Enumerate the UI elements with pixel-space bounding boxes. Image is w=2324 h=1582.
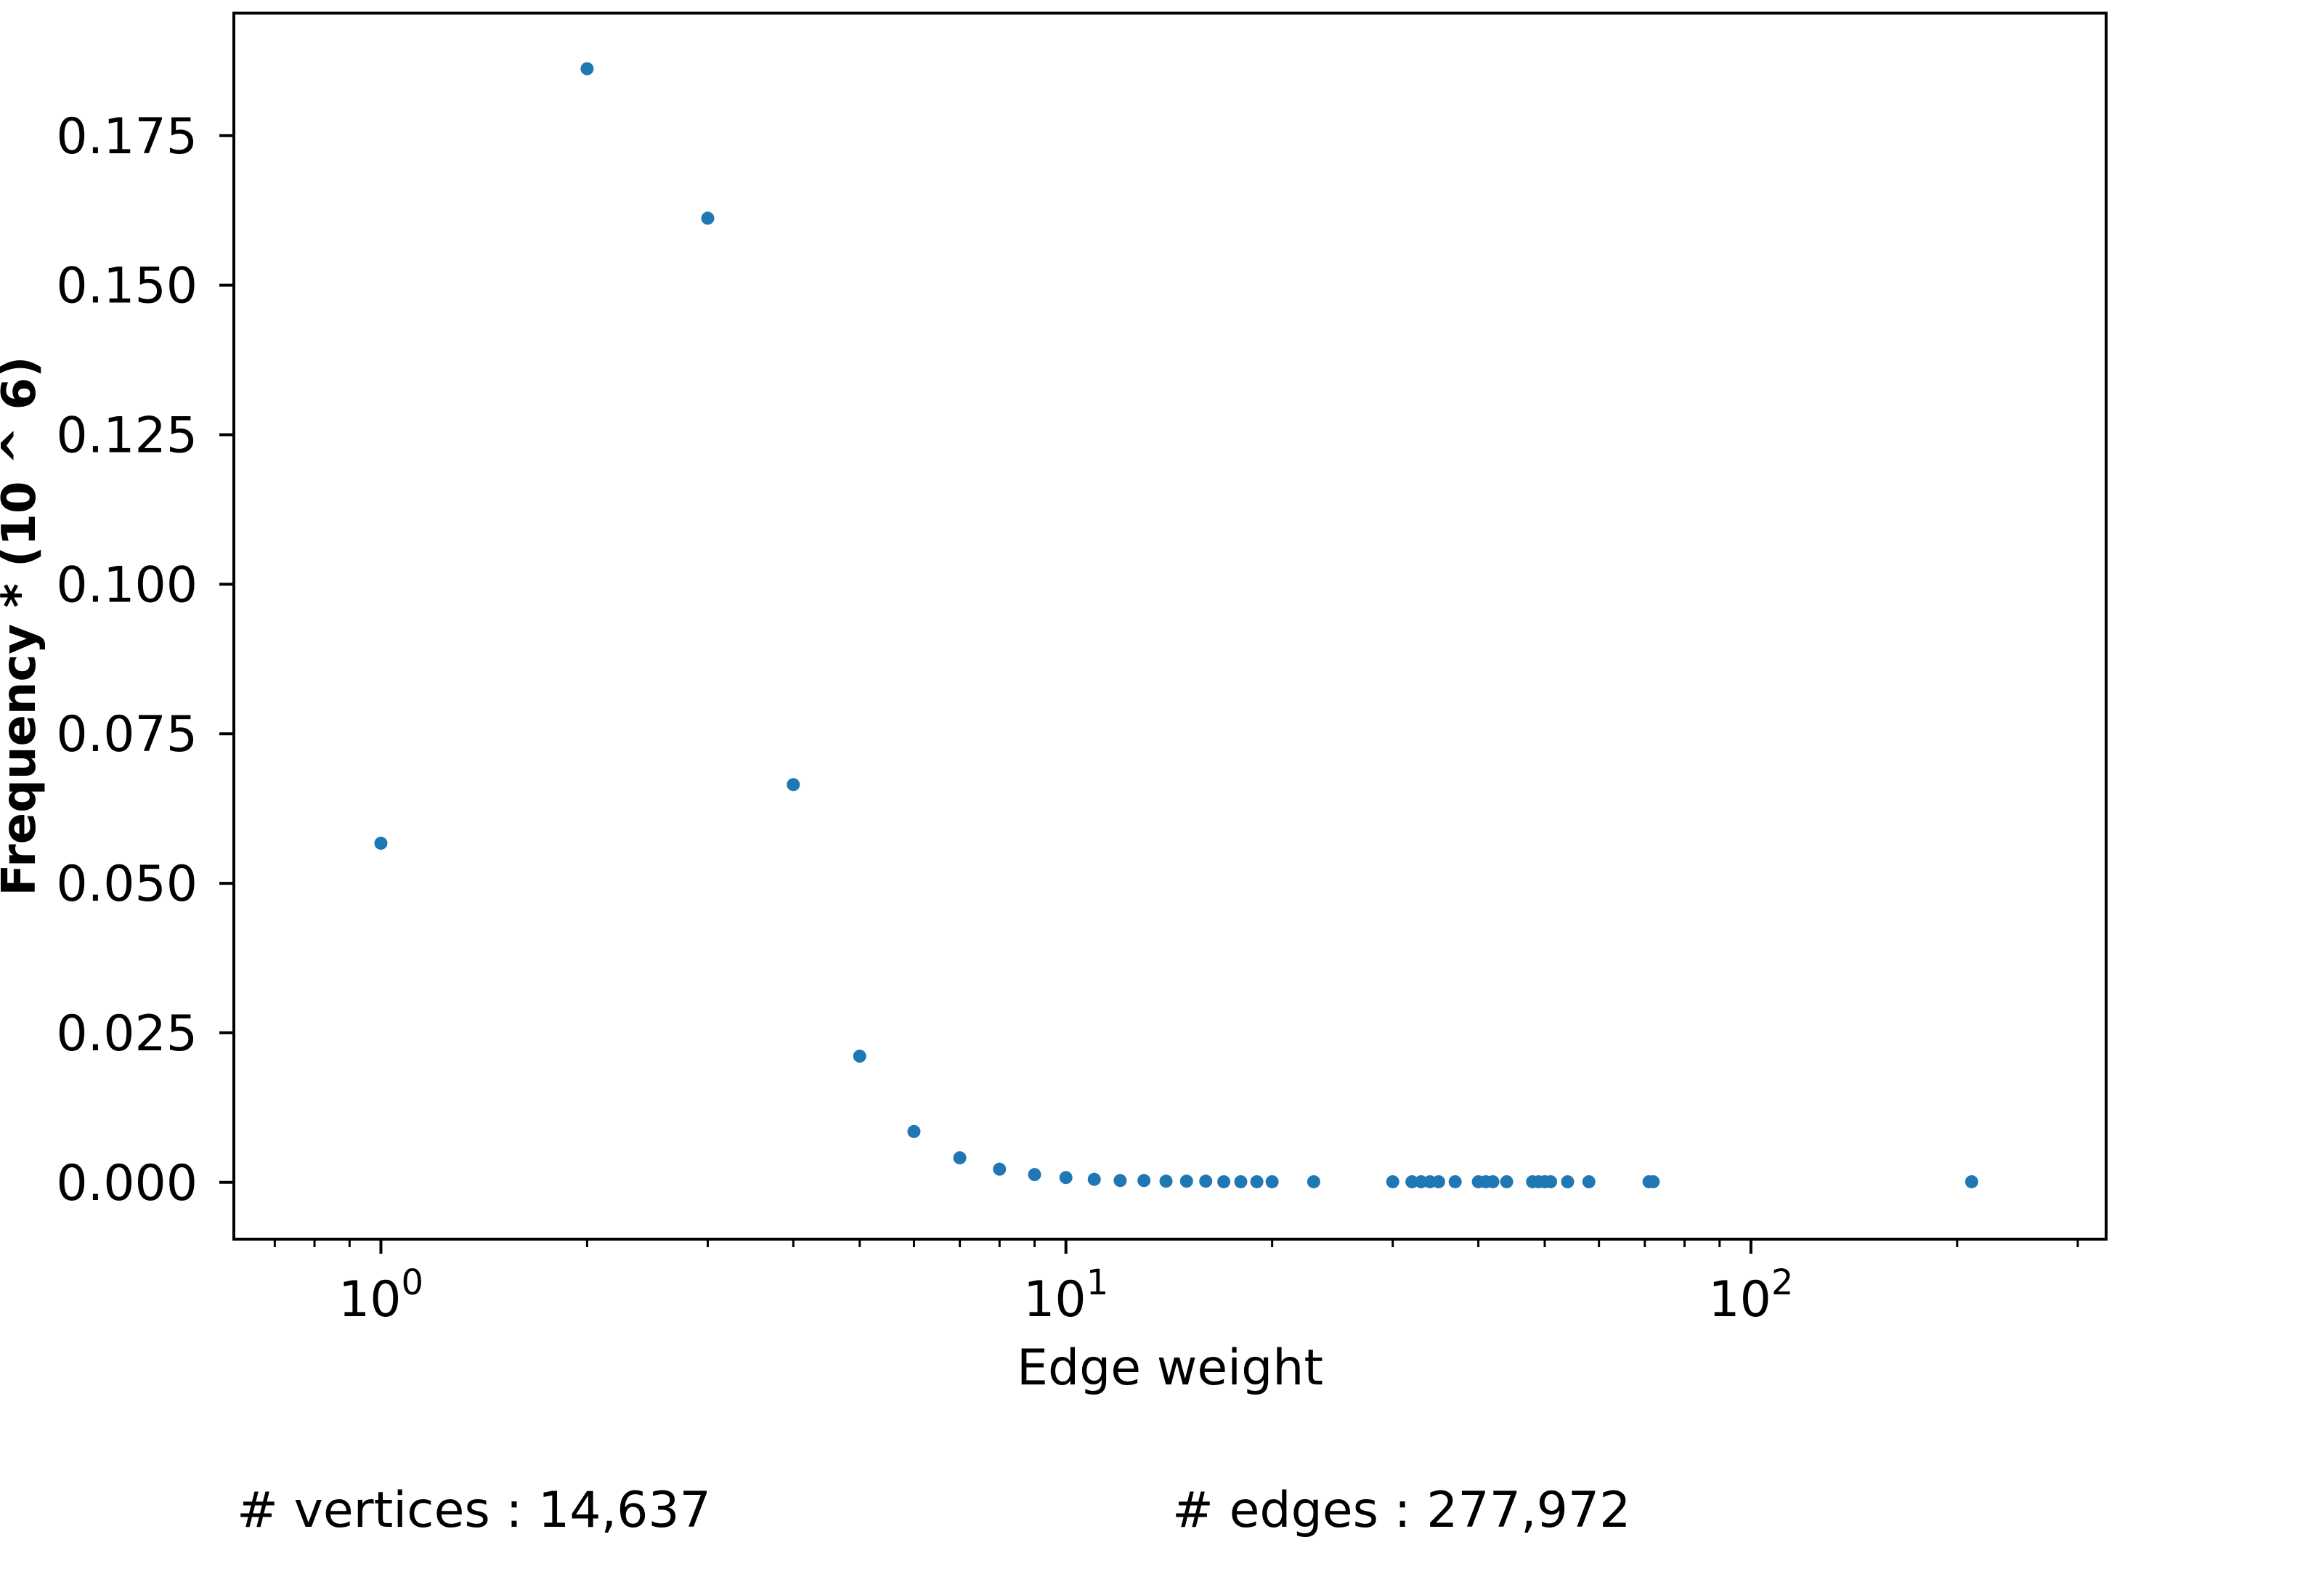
data-point xyxy=(1486,1175,1500,1188)
data-point xyxy=(1965,1175,1978,1188)
data-point xyxy=(953,1151,967,1165)
data-point xyxy=(1561,1175,1575,1188)
data-point xyxy=(1159,1175,1173,1188)
data-point xyxy=(1500,1175,1514,1188)
data-point xyxy=(1217,1175,1231,1188)
data-point xyxy=(1582,1175,1596,1188)
y-tick-label: 0.025 xyxy=(56,1005,198,1063)
data-points xyxy=(374,62,1978,1188)
y-tick-label: 0.075 xyxy=(56,706,198,763)
data-point xyxy=(1448,1175,1462,1188)
data-point xyxy=(580,62,594,76)
data-point xyxy=(1059,1171,1073,1185)
data-point xyxy=(1087,1172,1101,1186)
x-axis-ticks: 100 101 102 xyxy=(338,1239,1793,1329)
data-point xyxy=(1544,1175,1558,1188)
y-axis-ticks: 0.000 0.025 0.050 0.075 0.100 0.125 0.150 0.175 xyxy=(56,108,234,1212)
data-point xyxy=(1386,1175,1399,1188)
vertices-count: # vertices : 14,637 xyxy=(237,1482,711,1539)
data-point xyxy=(1028,1168,1041,1182)
data-point xyxy=(1113,1174,1127,1188)
x-axis-label: Edge weight xyxy=(1017,1339,1323,1397)
data-point xyxy=(1265,1175,1279,1188)
data-point xyxy=(787,778,800,792)
data-point xyxy=(374,836,388,850)
data-point xyxy=(1199,1175,1213,1188)
data-point xyxy=(853,1050,866,1063)
y-tick-label: 0.125 xyxy=(56,407,198,465)
data-point xyxy=(1137,1174,1151,1188)
x-tick-label: 100 xyxy=(338,1262,423,1329)
data-point xyxy=(1646,1175,1660,1188)
plot-frame xyxy=(232,12,2108,1241)
y-tick-label: 0.050 xyxy=(56,856,198,913)
data-point xyxy=(1405,1175,1419,1188)
data-point xyxy=(1431,1175,1445,1188)
data-point xyxy=(907,1124,921,1138)
y-axis-label: Frequency * (10 ^ 6) xyxy=(0,357,46,896)
y-tick-label: 0.175 xyxy=(56,108,198,166)
y-tick-label: 0.100 xyxy=(56,556,198,614)
edges-count: # edges : 277,972 xyxy=(1172,1482,1631,1539)
x-tick-label: 101 xyxy=(1023,1262,1108,1329)
data-point xyxy=(1250,1175,1264,1188)
data-point xyxy=(1179,1175,1193,1188)
data-point xyxy=(993,1162,1007,1176)
data-point xyxy=(701,211,715,225)
x-tick-label: 102 xyxy=(1708,1262,1793,1329)
data-point xyxy=(1307,1175,1320,1188)
y-tick-label: 0.000 xyxy=(56,1155,198,1212)
data-point xyxy=(1234,1175,1248,1188)
y-tick-label: 0.150 xyxy=(56,258,198,315)
